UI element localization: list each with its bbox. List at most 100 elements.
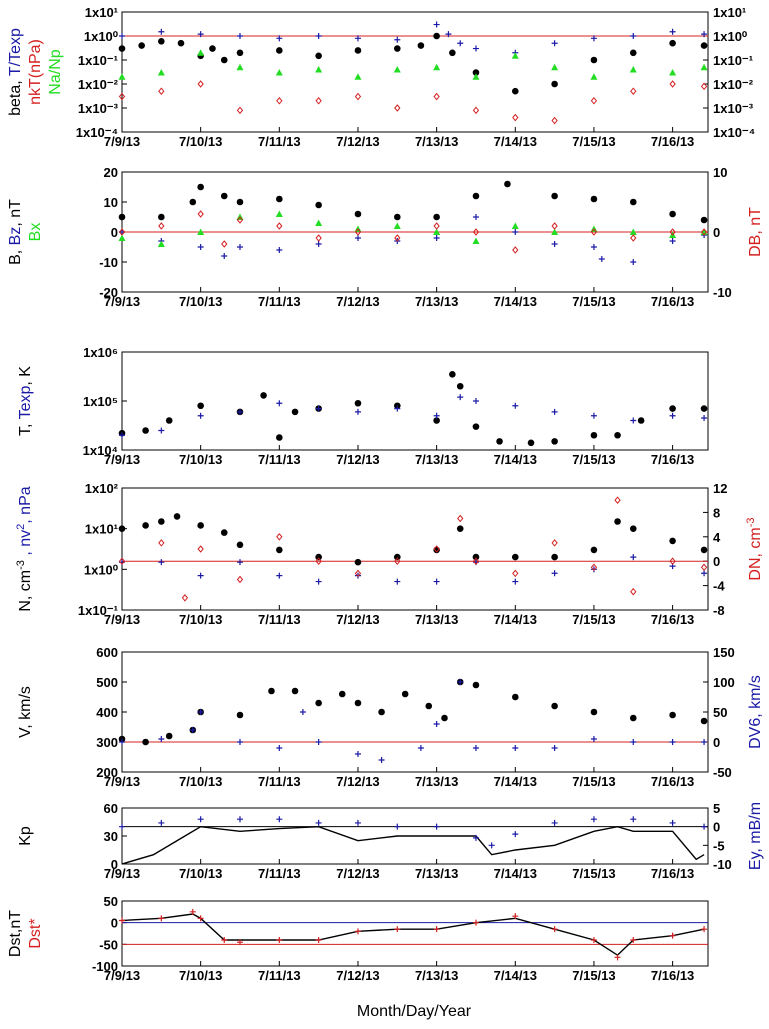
panel-Dst-series-1-point [701,926,708,933]
panel-Kp-xtick-label: 7/15/13 [572,866,615,881]
panel-V-series-1-point [354,751,361,757]
panel-beta-ytick2-label: 1x10⁻² [713,77,754,92]
panel-N-series-2-point [614,496,621,504]
panel-T-series-1-point [158,427,165,434]
panel-beta-series-1-point [701,31,708,38]
panel-V-ylabel-part-0: V, km/s [17,686,34,738]
panel-V-ytick-label: 400 [96,705,118,720]
panel-B-series-2-point [511,222,519,229]
panel-T-series-1-point [354,408,361,415]
panel-beta-ytick-label: 1x10¹ [85,5,118,20]
panel-N-series-0-point [276,546,283,554]
panel-Kp-series-1-point [488,842,495,849]
panel-N-series-2-point [197,545,204,553]
panel-T-series-0-point [456,382,464,390]
panel-T-series-1-point [276,400,283,407]
panel-beta-series-3-point [197,80,204,88]
panel-B-right-ylabel: DB, nT [747,207,764,257]
panel-T-series-1-point [630,417,637,424]
panel-beta-series-3-point [512,113,519,122]
panel-Dst-series-1-point [590,937,597,943]
panel-Kp-xtick-label: 7/16/13 [651,866,694,881]
panel-B-series-1-point [197,244,204,250]
panel-beta-series-2-point [275,69,283,76]
panel-V-series-0-point [142,738,149,746]
panel-Kp-series-1-point [472,834,479,841]
panel-T-xtick-label: 7/16/13 [651,452,694,467]
panel-T-xtick-label: 7/14/13 [494,452,537,467]
panel-B-series-0-point [590,195,598,203]
panel-Dst-series-1-point [614,954,621,961]
panel-N-series-2-point [276,533,283,541]
panel-Kp-ytick-label: 0 [111,857,118,872]
panel-V-xtick-label: 7/14/13 [494,774,537,789]
panel-V-ylabel: V, km/s [17,686,34,738]
panel-B-series-3-point [630,234,637,242]
panel-beta-series-3-point [590,96,598,105]
panel-Kp-series-1-point [512,831,519,838]
panel-T-ytick-label: 1x10⁶ [83,345,118,360]
panel-B-series-2-point [551,228,559,235]
panel-beta-series-0-point [276,47,283,54]
panel-beta-ylabel-part-1: T/Texp [7,28,24,76]
panel-Kp-series-1-point [276,816,283,823]
panel-V-series-1-point [551,745,558,751]
panel-B-ylabel-part-0: B, [7,245,24,265]
panel-N-series-2-point [457,514,464,523]
panel-Dst-ytick-label: -50 [99,937,118,952]
panel-V-xtick-label: 7/13/13 [415,774,458,789]
panel-N-series-0-point [354,558,362,566]
panel-B-series-2-point [197,228,205,235]
panel-T-series-1-point [590,412,597,419]
panel-T-series-0-point [197,402,204,410]
panel-V-series-1-point [276,745,283,751]
panel-N-ylabel-part-0: N, cm [17,570,34,612]
panel-N-series-1-point [590,566,597,573]
panel-Kp-series-1-point [590,816,597,823]
panel-N-ytick2-label: 8 [713,505,720,520]
panel-Dst-xtick-label: 7/15/13 [572,968,615,983]
panel-V-series-0-point [511,693,519,701]
panel-N-series-1-point [158,559,165,566]
panel-beta-series-1-point [158,28,165,35]
panel-beta-xtick-label: 7/13/13 [415,134,458,149]
panel-beta-series-1-point [197,31,204,38]
panel-Dst-ylabel2-part-0: Dst* [27,918,44,948]
panel-B-series-0-point [700,216,708,224]
panel-beta-frame [121,11,709,133]
panel-N-xtick-label: 7/10/13 [179,612,222,627]
panel-Kp-series-1-point [197,816,204,823]
panel-V-series-1-point [119,739,125,745]
panel-B-ytick-label: -10 [99,255,118,270]
panel-N-series-1-point [197,572,204,579]
panel-beta-ytick-label: 1x10⁻¹ [78,53,118,68]
panel-B-series-3-point [512,246,519,254]
panel-V-series-0-point [354,699,362,707]
panel-B-ytick2-label: -10 [713,285,732,300]
panel-V-ytick-label: 300 [96,735,118,750]
panel-Kp-ytick2-label: 5 [713,801,720,816]
panel-beta-series-0-point [209,45,216,52]
panel-B-ytick-label: 20 [104,165,118,180]
panel-B-xtick-label: 7/14/13 [494,294,537,309]
panel-Kp-xtick-label: 7/14/13 [494,866,537,881]
panel-B-series-0-point [433,213,440,221]
panel-T-xtick-label: 7/11/13 [258,452,301,467]
panel-N-xtick-label: 7/9/13 [104,612,140,627]
panel-V-series-1-point [378,757,385,763]
panel-B-series-3-point [472,228,480,236]
panel-N-series-1-point [433,578,440,585]
panel-V-series-0-point [669,711,676,719]
panel-N-series-1-point [236,559,243,566]
panel-beta-series-0-point [315,52,322,60]
panel-B-series-2-point [393,222,401,229]
panel-Kp-ytick-label: 60 [104,801,118,816]
panel-V-series-1-point [590,736,597,742]
panel-N-series-2-point [433,545,440,553]
panel-B-xtick-label: 7/10/13 [179,294,222,309]
panel-N-series-0-point [315,553,322,561]
panel-beta-series-0-point [669,39,676,47]
panel-N-ylabel-part-3: 2 [15,524,27,530]
panel-beta-series-2-point [511,52,519,59]
panel-beta-series-1-point [394,36,401,43]
